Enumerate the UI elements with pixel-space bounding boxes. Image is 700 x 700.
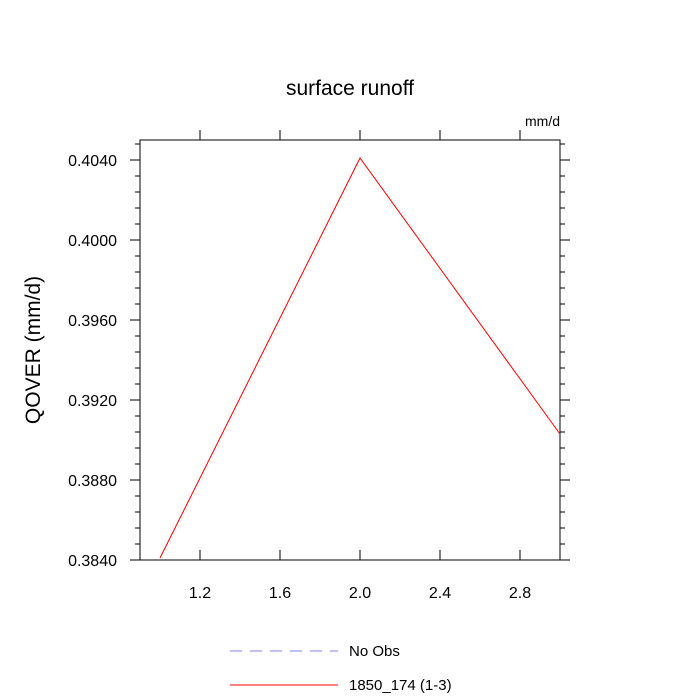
series-line xyxy=(159,157,561,559)
legend-label: No Obs xyxy=(349,643,400,660)
y-tick-label: 0.3960 xyxy=(68,313,117,330)
series-layer xyxy=(159,157,561,559)
y-tick-label: 0.3920 xyxy=(68,393,117,410)
x-tick-label: 2.8 xyxy=(509,585,531,602)
y-tick-label: 0.4040 xyxy=(68,153,117,170)
plot-frame xyxy=(139,139,561,561)
x-axis-tick-labels: 1.2 1.6 2.0 2.4 2.8 xyxy=(189,585,531,602)
legend: No Obs 1850_174 (1-3) xyxy=(230,643,452,694)
legend-label: 1850_174 (1-3) xyxy=(349,677,452,694)
y-tick-label: 0.4000 xyxy=(68,233,117,250)
x-tick-label: 2.4 xyxy=(429,585,451,602)
units-label: mm/d xyxy=(525,113,560,129)
y-axis-label: QOVER (mm/d) xyxy=(22,276,45,424)
x-axis-ticks xyxy=(199,130,521,560)
y-tick-label: 0.3880 xyxy=(68,473,117,490)
y-tick-label: 0.3840 xyxy=(68,553,117,570)
x-tick-label: 1.6 xyxy=(269,585,291,602)
y-axis-tick-labels: 0.3840 0.3880 0.3920 0.3960 0.4000 0.4040 xyxy=(68,153,117,570)
chart-title: surface runoff xyxy=(286,77,414,100)
x-tick-label: 1.2 xyxy=(189,585,211,602)
y-axis-ticks xyxy=(130,143,570,561)
x-tick-label: 2.0 xyxy=(349,585,371,602)
